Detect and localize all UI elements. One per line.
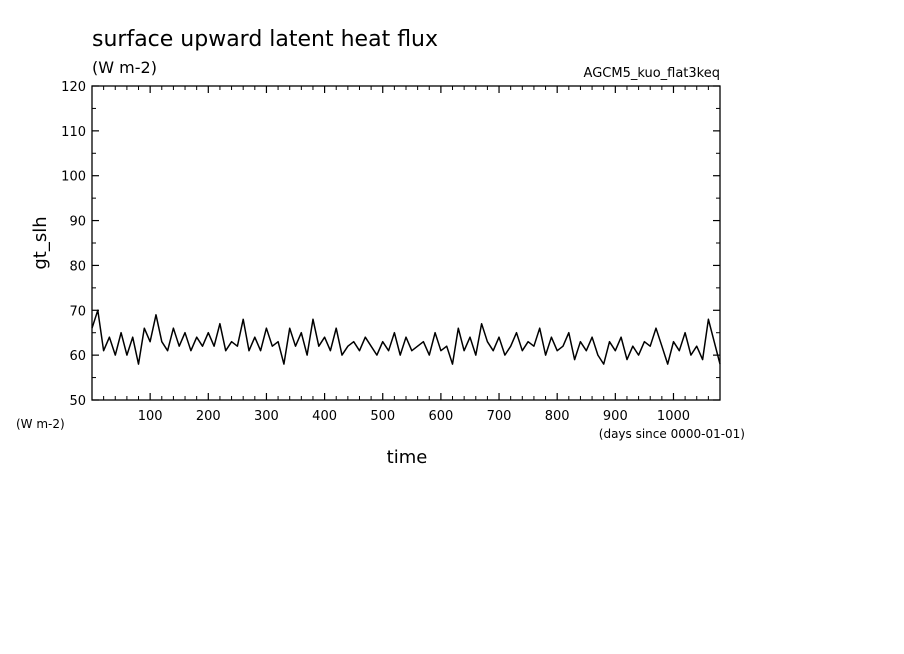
- y-tick-label: 110: [61, 125, 86, 140]
- y-tick-labels: 50 60 70 80 90 100 110 120: [61, 80, 86, 409]
- x-tick-label: 900: [603, 409, 628, 424]
- y-units: (W m-2): [16, 417, 65, 431]
- x-tick-label: 600: [428, 409, 453, 424]
- y-tick-label: 50: [69, 394, 86, 409]
- chart-title: surface upward latent heat flux: [92, 27, 438, 52]
- x-tick-label: 700: [487, 409, 512, 424]
- y-tick-label: 60: [69, 349, 86, 364]
- x-tick-label: 100: [138, 409, 163, 424]
- x-tick-label: 1000: [657, 409, 690, 424]
- x-axis-label: time: [387, 447, 428, 468]
- x-tick-labels: 100 200 300 400 500 600 700 800 900 1000: [138, 409, 690, 424]
- y-tick-label: 80: [69, 259, 86, 274]
- x-tick-label: 800: [545, 409, 570, 424]
- x-tick-label: 300: [254, 409, 279, 424]
- x-tick-label: 500: [370, 409, 395, 424]
- x-units: (days since 0000-01-01): [599, 427, 745, 441]
- x-tick-label: 400: [312, 409, 337, 424]
- title-units: (W m-2): [92, 58, 157, 77]
- y-tick-label: 90: [69, 215, 86, 230]
- y-tick-label: 120: [61, 80, 86, 95]
- series-line: [91, 309, 721, 365]
- run-name: AGCM5_kuo_flat3keq: [584, 66, 720, 81]
- y-axis-label: gt_slh: [30, 216, 51, 269]
- y-tick-label: 100: [61, 170, 86, 185]
- y-tick-label: 70: [69, 304, 86, 319]
- x-tick-label: 200: [196, 409, 221, 424]
- axis-ticks: [92, 85, 720, 401]
